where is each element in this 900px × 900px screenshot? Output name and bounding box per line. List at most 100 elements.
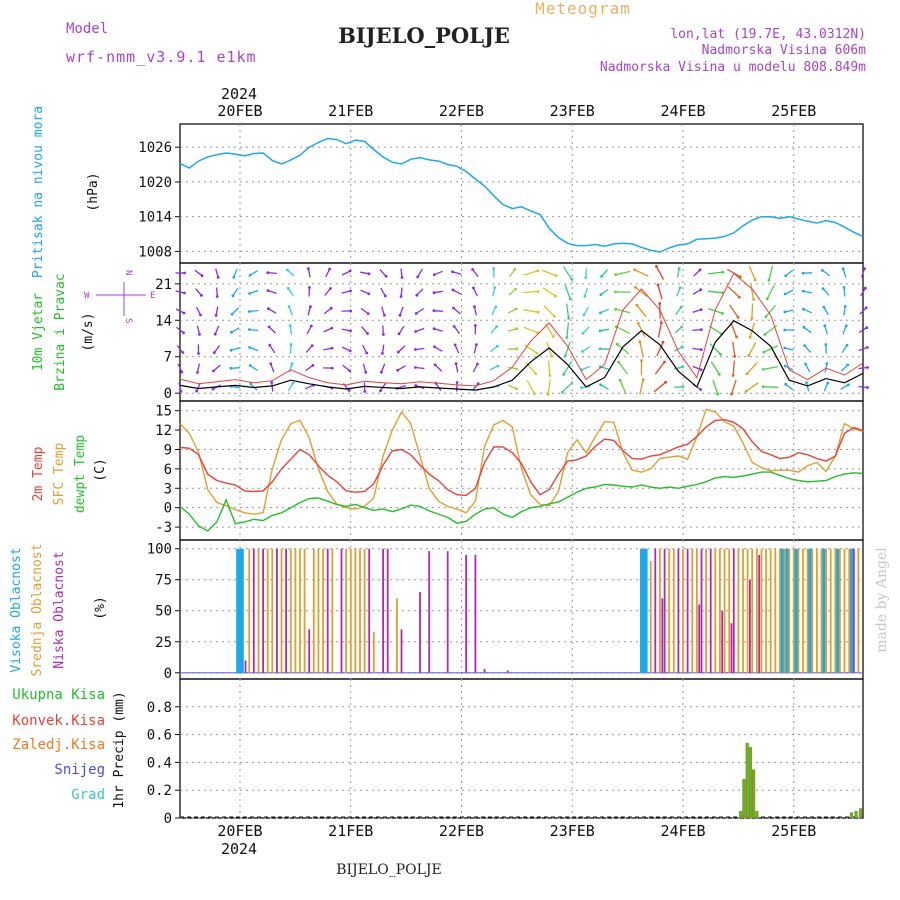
cloud-bar-low bbox=[506, 670, 509, 673]
wind-barb-head bbox=[598, 347, 602, 351]
wind-barb bbox=[175, 308, 185, 314]
wind-barb-head bbox=[494, 305, 498, 309]
wind-barb bbox=[712, 379, 719, 395]
wind-barb bbox=[748, 342, 757, 356]
cloud-bar-mid bbox=[331, 548, 334, 673]
wind-barb bbox=[732, 341, 736, 357]
cloud-bar-mid bbox=[322, 548, 324, 673]
wind-barb-head bbox=[762, 350, 766, 354]
wind-barb bbox=[433, 290, 444, 294]
cloud-bar-mid bbox=[806, 548, 809, 673]
cloud-bar-mid bbox=[857, 548, 860, 673]
wind-barb bbox=[325, 268, 331, 278]
wind-barb bbox=[361, 326, 368, 334]
wind-barb-head bbox=[866, 366, 869, 369]
wind-barb-head bbox=[266, 271, 270, 274]
wind-barb-head bbox=[349, 329, 352, 333]
wind-barb bbox=[230, 367, 240, 369]
wind-barb-head bbox=[699, 388, 702, 391]
wind-barb-head bbox=[598, 329, 602, 333]
wind-barb-head bbox=[290, 362, 294, 366]
wind-barb-head bbox=[824, 343, 828, 346]
wind-barb-head bbox=[763, 333, 767, 336]
cloud-bar-high bbox=[642, 548, 646, 673]
wind-barb bbox=[249, 364, 258, 372]
wind-barb-head bbox=[513, 268, 517, 271]
wind-barb-head bbox=[286, 268, 289, 272]
wind-barb bbox=[473, 306, 477, 316]
wind-barb bbox=[677, 268, 680, 278]
day-label-bottom: 20FEB bbox=[217, 822, 262, 840]
wind-barb-head bbox=[633, 268, 637, 272]
wind-barb bbox=[707, 271, 723, 275]
wind-barb bbox=[472, 363, 478, 373]
wind-barb bbox=[397, 365, 406, 371]
wind-barb-head bbox=[397, 332, 401, 336]
wind-barb-head bbox=[581, 331, 585, 335]
cloud-bar-mid bbox=[668, 548, 671, 673]
wind-barb-head bbox=[599, 311, 602, 315]
wind-barb-head bbox=[366, 332, 369, 335]
wind-barb-head bbox=[764, 315, 768, 319]
wind-barb-head bbox=[546, 393, 550, 396]
wind-barb bbox=[489, 345, 498, 353]
wind-barb bbox=[634, 269, 649, 277]
wind-barb bbox=[804, 345, 811, 353]
cloud-bar-low bbox=[663, 548, 666, 673]
cloud-bar-high bbox=[240, 548, 244, 673]
wind-barb bbox=[362, 363, 367, 373]
wind-barb bbox=[381, 306, 386, 316]
wind-barb bbox=[523, 290, 539, 294]
wind-barb bbox=[619, 379, 627, 395]
wind-barb-head bbox=[658, 302, 662, 305]
wind-barb-head bbox=[583, 294, 587, 298]
model-name: wrf-nmm_v3.9.1 e1km bbox=[66, 48, 257, 66]
wind-barb bbox=[400, 268, 403, 278]
wind-barb bbox=[707, 290, 723, 294]
wind-barb-head bbox=[826, 381, 830, 385]
wind-barb-head bbox=[213, 332, 217, 336]
cloud-bar-mid bbox=[843, 548, 846, 673]
wind-barb-head bbox=[267, 307, 270, 311]
wind-barb bbox=[547, 360, 551, 376]
y-tick-label: 6 bbox=[164, 462, 172, 478]
wind-barb bbox=[823, 382, 829, 392]
wind-barb-head bbox=[196, 371, 199, 374]
wind-barb-head bbox=[432, 327, 436, 331]
wind-barb bbox=[324, 288, 332, 296]
wind-barb bbox=[657, 284, 663, 300]
wind-barb bbox=[433, 310, 443, 312]
axis-labels: 20FEB 20FEB 21FEB 21FEB 22FEB 22FEB 23FEB 23FEB… bbox=[138, 102, 816, 840]
panel-frame-4 bbox=[179, 678, 864, 819]
wind-barb bbox=[360, 271, 370, 275]
wind-barb bbox=[843, 287, 846, 297]
wind-barb-head bbox=[584, 276, 588, 279]
wind-barb-head bbox=[716, 392, 720, 396]
wind-barb bbox=[709, 343, 722, 355]
y-tick-label: 0.6 bbox=[147, 728, 172, 744]
cloud-bar-low bbox=[709, 548, 712, 673]
wind-barb bbox=[452, 271, 462, 275]
wind-barb bbox=[729, 304, 739, 318]
wind-barb bbox=[306, 325, 312, 335]
wind-barb bbox=[399, 306, 404, 316]
wind-barb-head bbox=[182, 331, 185, 335]
wind-barb bbox=[524, 344, 538, 354]
wind-barb-head bbox=[309, 324, 313, 328]
wind-barb-head bbox=[681, 365, 685, 369]
wind-barb-head bbox=[492, 267, 496, 270]
wind-barb bbox=[231, 327, 240, 333]
wind-barb-head bbox=[215, 295, 219, 298]
precip-bar-frozen bbox=[851, 812, 853, 818]
wind-barb bbox=[230, 347, 240, 351]
wind-barb bbox=[287, 382, 294, 392]
wind-barb bbox=[289, 325, 293, 335]
cloud-bar-mid bbox=[396, 598, 398, 673]
wind-barb bbox=[617, 361, 629, 375]
wind-barb bbox=[507, 384, 517, 390]
wind-barb bbox=[676, 287, 681, 297]
wind-barb-head bbox=[568, 297, 572, 301]
wind-barb-head bbox=[495, 344, 499, 348]
wind-barb-head bbox=[570, 277, 574, 281]
